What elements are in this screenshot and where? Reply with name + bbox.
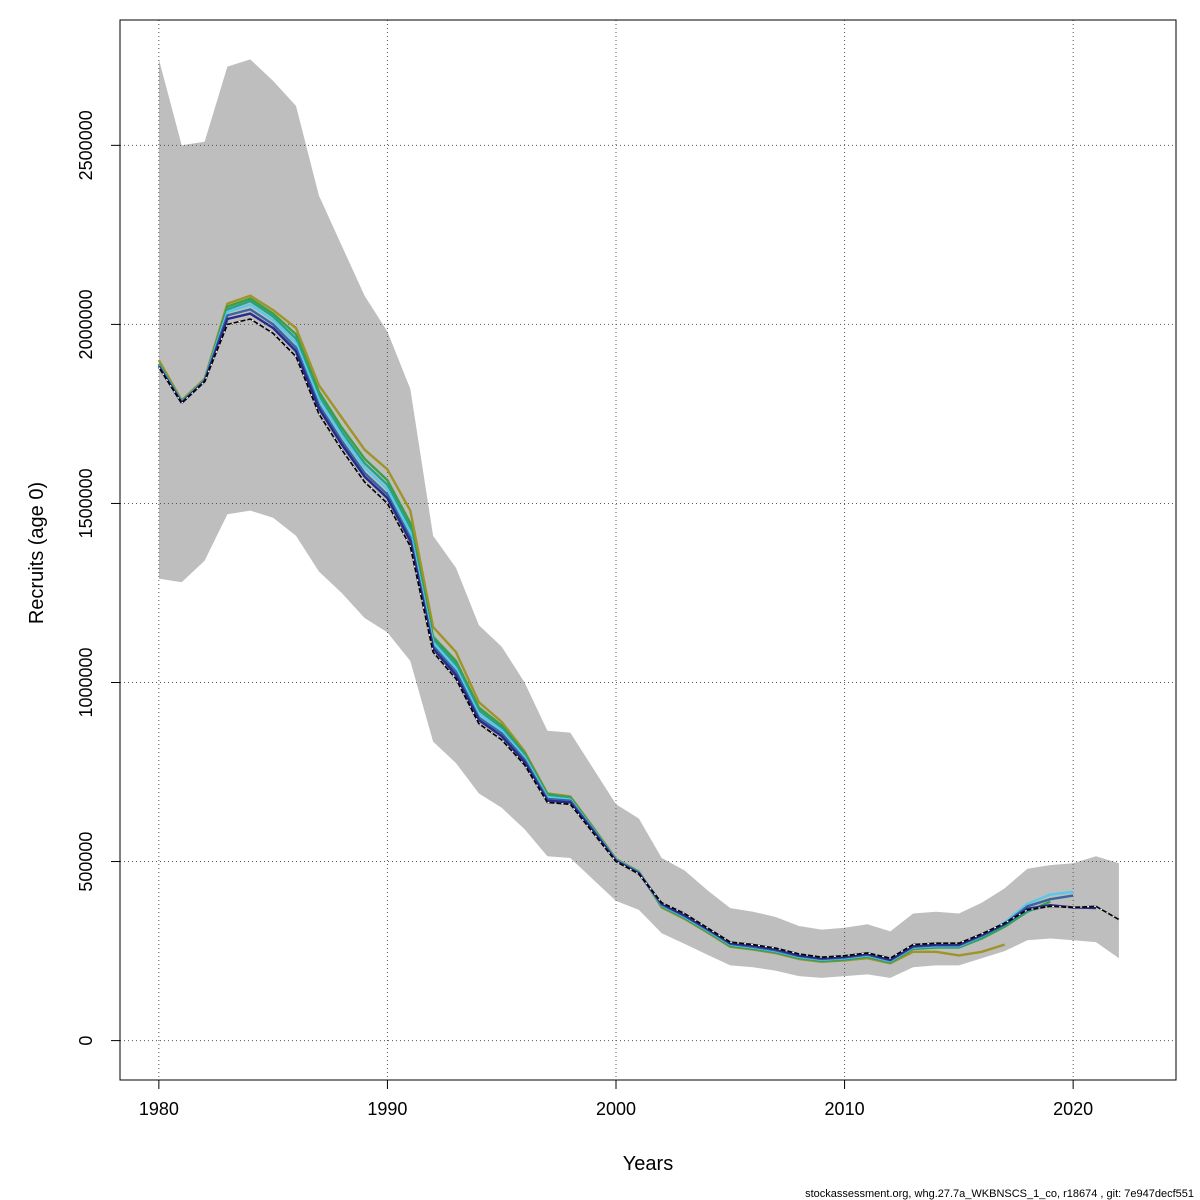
y-tick-label-1500000: 1500000 [76,468,96,538]
x-tick-label-2010: 2010 [825,1099,865,1119]
x-axis-title: Years [623,1153,673,1175]
series-lines [157,294,1120,965]
x-tick-label-2020: 2020 [1053,1099,1093,1119]
y-tick-label-500000: 500000 [76,832,96,892]
x-tick-label-1990: 1990 [367,1099,407,1119]
y-tick-label-2500000: 2500000 [76,110,96,180]
x-tick-label-1980: 1980 [139,1099,179,1119]
grid-lines [120,20,1176,1080]
y-tick-label-0: 0 [76,1036,96,1046]
y-tick-label-1000000: 1000000 [76,647,96,717]
confidence-band [158,59,1119,978]
y-tick-label-2000000: 2000000 [76,289,96,359]
axes: 1980 1990 2000 2010 2020 0 500000 1000000 150000… [76,110,1093,1119]
y-axis-title: Recruits (age 0) [26,482,48,624]
confidence-band-area [158,59,1119,978]
plot-frame [119,19,1177,1081]
base-line-dash [158,318,1120,959]
footer-caption: stockassessment.org, whg.27.7a_WKBNSCS_1… [805,1188,1194,1200]
x-tick-label-2000: 2000 [596,1099,636,1119]
